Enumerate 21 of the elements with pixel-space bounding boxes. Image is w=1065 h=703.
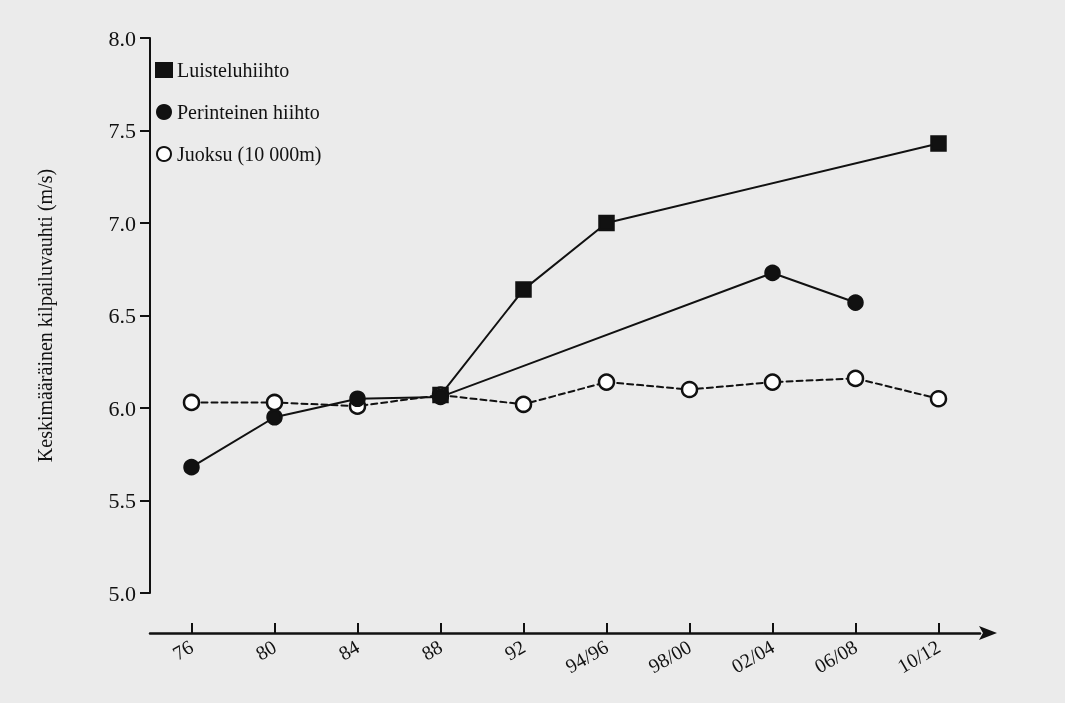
x-tick-label: 88 [417,635,447,665]
legend-label: Luisteluhiihto [177,59,290,81]
y-tick-label: 6.0 [108,395,136,421]
y-tick-label: 6.5 [108,303,136,328]
x-tick-label: 84 [334,635,364,665]
y-tick-label: 7.5 [108,118,136,143]
x-tick-label: 02/04 [727,635,778,678]
legend-label: Juoksu (10 000m) [177,143,322,166]
x-tick-label: 10/12 [893,635,944,678]
y-tick-label: 5.0 [108,580,136,606]
x-tick-label: 76 [168,635,198,665]
x-tick-label: 98/00 [644,635,695,678]
legend-label: Perinteinen hiihto [177,101,320,123]
y-tick-label: 7.0 [108,210,136,236]
y-axis-title: Keskimääräinen kilpailuvauhti (m/s) [34,168,57,463]
x-tick-label: 92 [500,635,529,665]
x-tick-label: 94/96 [561,635,612,678]
y-tick-label: 8.0 [108,25,136,51]
x-tick-label: 06/08 [810,635,861,678]
y-tick-label: 5.5 [108,488,136,513]
x-tick-label: 80 [251,635,281,665]
